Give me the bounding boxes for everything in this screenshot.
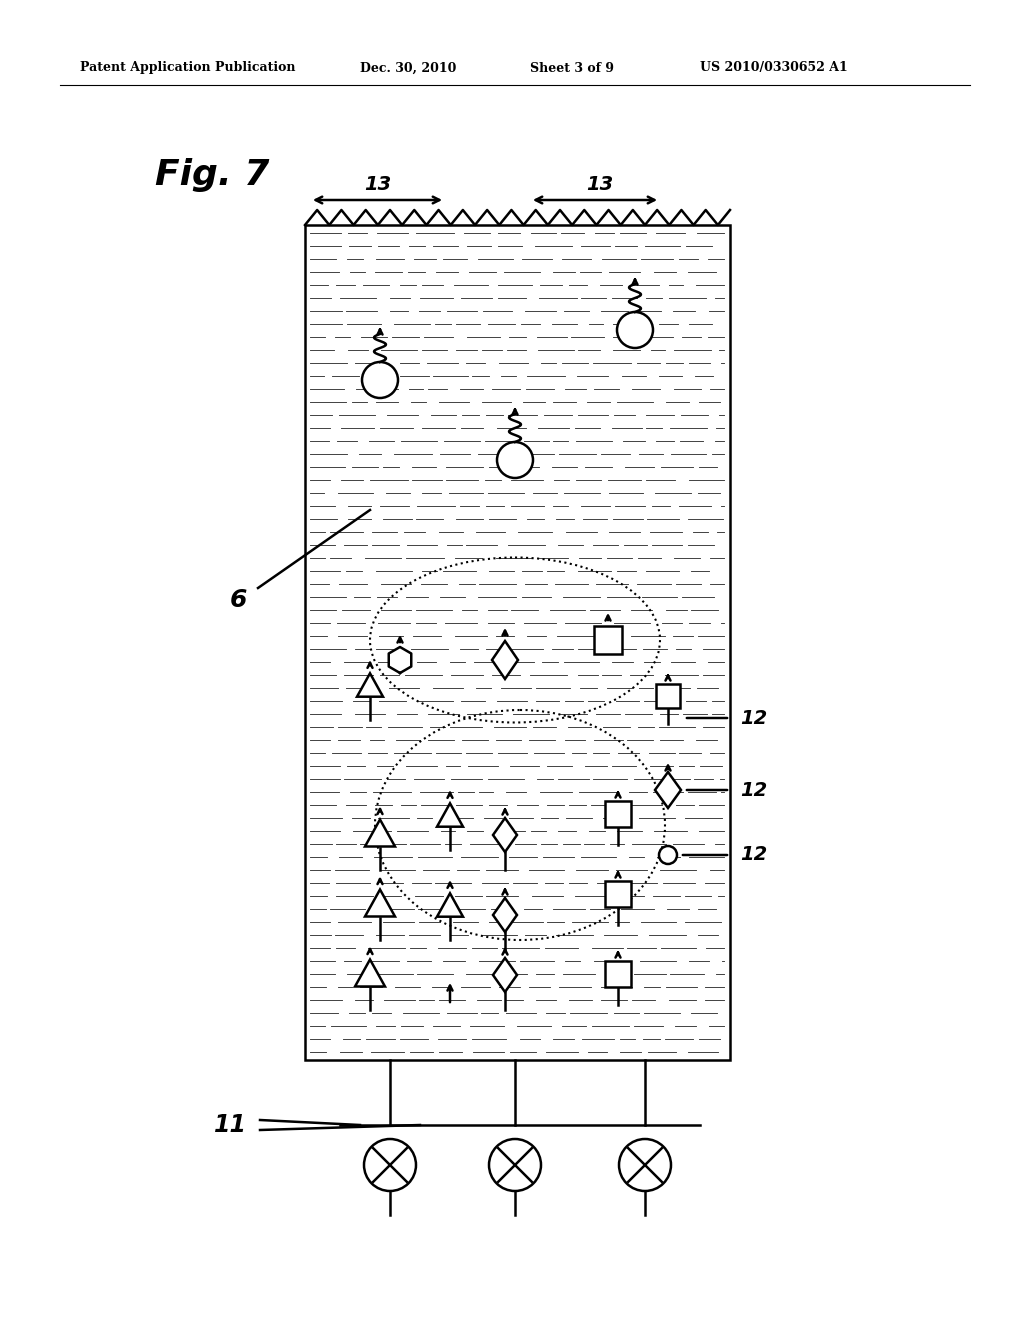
Bar xyxy=(656,684,680,708)
Text: 12: 12 xyxy=(740,709,767,727)
Text: 11: 11 xyxy=(213,1113,247,1137)
Circle shape xyxy=(489,1139,541,1191)
Bar xyxy=(605,880,631,907)
Bar xyxy=(605,801,631,828)
Polygon shape xyxy=(493,898,517,932)
Polygon shape xyxy=(365,890,395,916)
Polygon shape xyxy=(655,772,681,808)
Text: 6: 6 xyxy=(229,587,247,612)
Text: Fig. 7: Fig. 7 xyxy=(155,158,269,191)
Text: US 2010/0330652 A1: US 2010/0330652 A1 xyxy=(700,62,848,74)
Text: Dec. 30, 2010: Dec. 30, 2010 xyxy=(360,62,457,74)
Circle shape xyxy=(617,312,653,348)
Text: Sheet 3 of 9: Sheet 3 of 9 xyxy=(530,62,614,74)
Circle shape xyxy=(497,442,534,478)
Text: 12: 12 xyxy=(740,846,767,865)
Circle shape xyxy=(618,1139,671,1191)
Polygon shape xyxy=(492,642,518,678)
Text: 12: 12 xyxy=(740,780,767,800)
Bar xyxy=(305,224,730,1060)
Polygon shape xyxy=(355,960,385,986)
Circle shape xyxy=(659,846,677,865)
Text: Patent Application Publication: Patent Application Publication xyxy=(80,62,296,74)
Circle shape xyxy=(364,1139,416,1191)
Polygon shape xyxy=(493,818,517,851)
Polygon shape xyxy=(437,894,463,916)
Bar xyxy=(305,224,730,1060)
Bar xyxy=(594,626,622,653)
Bar xyxy=(605,961,631,987)
Circle shape xyxy=(362,362,398,399)
Text: 13: 13 xyxy=(587,176,613,194)
Polygon shape xyxy=(437,804,463,826)
Polygon shape xyxy=(389,647,412,673)
Text: 13: 13 xyxy=(365,176,391,194)
Polygon shape xyxy=(493,958,517,993)
Polygon shape xyxy=(365,820,395,846)
Polygon shape xyxy=(357,673,383,697)
